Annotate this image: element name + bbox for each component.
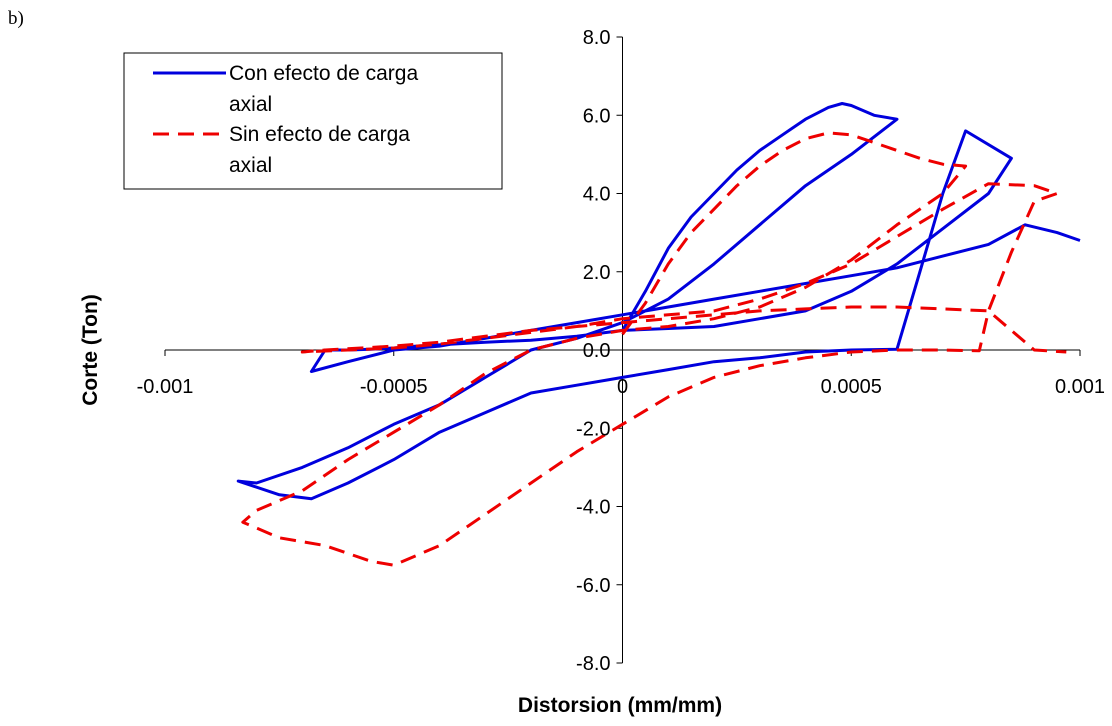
x-tick-label: -0.001 xyxy=(137,376,194,398)
y-tick-label: -2.0 xyxy=(576,418,610,440)
panel-label: b) xyxy=(8,8,24,29)
y-tick-label: -4.0 xyxy=(576,497,610,519)
legend-label-2b: axial xyxy=(229,154,272,177)
legend-label-1b: axial xyxy=(229,93,272,116)
tick-labels: -0.001 -0.0005 0 0.0005 0.001 8.0 6.0 4.0 2.0 0.0… xyxy=(137,27,1105,675)
y-tick-label: 4.0 xyxy=(583,184,611,206)
x-tick-label: -0.0005 xyxy=(360,376,428,398)
x-tick-label: 0 xyxy=(617,376,628,398)
y-axis-title: Corte (Ton) xyxy=(79,294,102,406)
legend-label-1a: Con efecto de carga xyxy=(229,62,418,85)
series-layer xyxy=(236,102,1081,567)
y-tick-label: 8.0 xyxy=(583,27,611,49)
legend: Con efecto de carga axial Sin efecto de … xyxy=(123,52,503,190)
y-tick-label: 6.0 xyxy=(583,105,611,127)
y-tick-label: -8.0 xyxy=(576,653,610,675)
series-line-2 xyxy=(241,131,1067,567)
y-tick-label: 2.0 xyxy=(583,262,611,284)
legend-label-2a: Sin efecto de carga xyxy=(229,123,410,146)
x-tick-label: 0.001 xyxy=(1055,376,1105,398)
y-tick-label: -6.0 xyxy=(576,575,610,597)
x-axis-title: Distorsion (mm/mm) xyxy=(518,694,722,717)
x-tick-label: 0.0005 xyxy=(821,376,882,398)
legend-box xyxy=(123,52,503,190)
y-tick-label: 0.0 xyxy=(583,340,611,362)
